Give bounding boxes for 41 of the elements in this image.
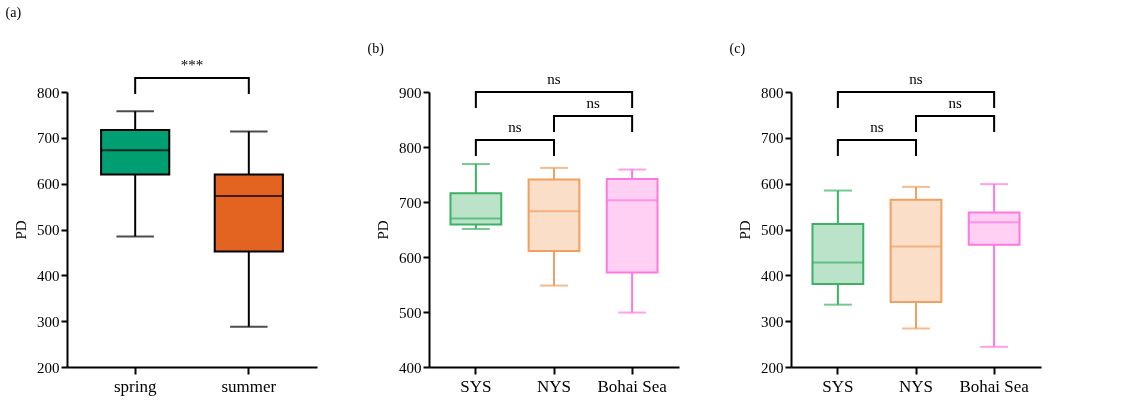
y-tick-label: 500	[399, 304, 422, 321]
y-tick-label: 700	[761, 130, 784, 147]
y-axis-title: PD	[13, 220, 29, 240]
chart-title: (b)	[367, 41, 385, 57]
y-tick-label: 400	[37, 267, 60, 284]
x-tick-label: NYS	[898, 376, 934, 396]
y-tick-label: 900	[399, 84, 422, 101]
y-tick-label: 800	[399, 139, 422, 156]
y-tick-label: 300	[37, 313, 60, 330]
y-tick-label: 600	[399, 249, 422, 266]
annotation: ns	[948, 95, 962, 111]
y-axis-title: PD	[375, 220, 391, 240]
annotation: ns	[586, 95, 600, 111]
y-tick-label: 500	[761, 222, 784, 238]
text: ns	[909, 71, 923, 87]
y-axis-title: PD	[737, 220, 753, 240]
x-tick-label: SYS	[822, 376, 854, 396]
x-tick-label: summer	[221, 376, 277, 396]
y-tick-label: 700	[399, 194, 422, 211]
chart-title: (c)	[729, 41, 746, 57]
x-tick-label: Bohai Sea	[959, 376, 1030, 396]
y-tick-label: 200	[37, 359, 60, 376]
y-tick-label: 400	[761, 267, 784, 284]
annotation: ns	[508, 119, 522, 135]
y-tick-label: 500	[37, 222, 60, 238]
x-tick-label: SYS	[460, 376, 492, 396]
y-tick-label: 400	[399, 359, 422, 376]
x-tick-label: spring	[113, 376, 157, 396]
y-tick-label: 800	[37, 84, 60, 101]
y-tick-label: 600	[761, 176, 784, 193]
y-tick-label: 600	[37, 176, 60, 193]
text: ***	[180, 57, 204, 73]
text: ns	[547, 71, 561, 87]
y-tick-label: 300	[761, 313, 784, 330]
y-tick-label: 700	[37, 130, 60, 147]
x-tick-label: NYS	[536, 376, 572, 396]
x-tick-label: Bohai Sea	[597, 376, 668, 396]
chart-title: (a)	[5, 5, 22, 21]
annotation: ns	[870, 119, 884, 135]
y-tick-label: 800	[761, 84, 784, 101]
y-tick-label: 200	[761, 359, 784, 376]
